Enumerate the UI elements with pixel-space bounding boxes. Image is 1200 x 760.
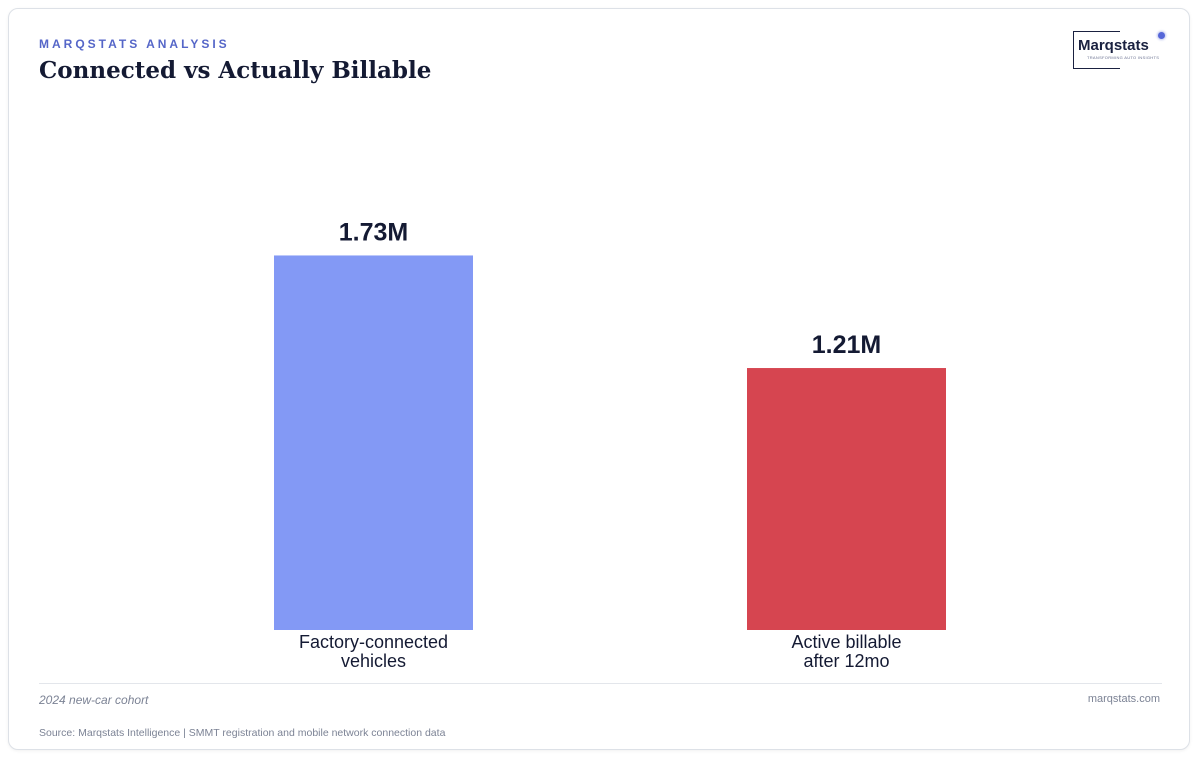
cohort-note: 2024 new-car cohort xyxy=(39,693,149,707)
eyebrow-label: MARQSTATS ANALYSIS xyxy=(39,37,230,51)
site-link[interactable]: marqstats.com xyxy=(1087,693,1160,705)
bar-1 xyxy=(274,255,473,630)
chart-title: Connected vs Actually Billable xyxy=(39,57,432,84)
logo-frame xyxy=(1073,31,1120,69)
category-tick-label: Factory-connected vehicles xyxy=(299,632,448,671)
source-note: Source: Marqstats Intelligence | SMMT re… xyxy=(39,727,446,739)
logo-tagline: TRANSFORMING AUTO INSIGHTS xyxy=(1087,55,1160,60)
bar-2 xyxy=(747,368,946,630)
category-tick-label: Active billable after 12mo xyxy=(791,632,901,671)
chart-card: MARQSTATS ANALYSIS Connected vs Actually… xyxy=(8,8,1190,750)
logo-dot-icon xyxy=(1158,32,1165,39)
footer-divider xyxy=(39,683,1162,684)
marqstats-logo: Marqstats TRANSFORMING AUTO INSIGHTS xyxy=(1073,31,1165,71)
bar-value-label: 1.21M xyxy=(812,331,881,359)
bar-value-label: 1.73M xyxy=(339,218,408,246)
logo-wordmark: Marqstats xyxy=(1077,37,1150,54)
